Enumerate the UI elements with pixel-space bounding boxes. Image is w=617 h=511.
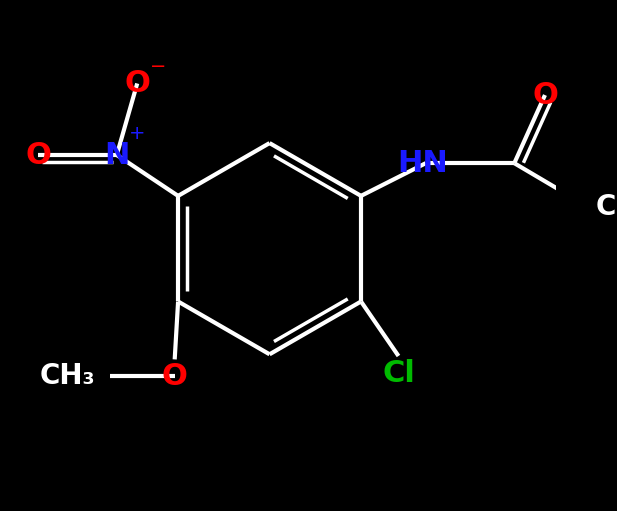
Text: +: +: [129, 124, 146, 143]
Text: O: O: [25, 141, 51, 170]
Text: O: O: [532, 81, 558, 109]
Text: HN: HN: [397, 149, 448, 178]
Text: −: −: [149, 57, 166, 76]
Text: Cl: Cl: [382, 359, 415, 387]
Text: O: O: [162, 362, 188, 391]
Text: O: O: [124, 69, 150, 98]
Text: CH₃: CH₃: [39, 362, 95, 390]
Text: N: N: [104, 141, 130, 170]
Text: CH₃: CH₃: [595, 194, 617, 221]
